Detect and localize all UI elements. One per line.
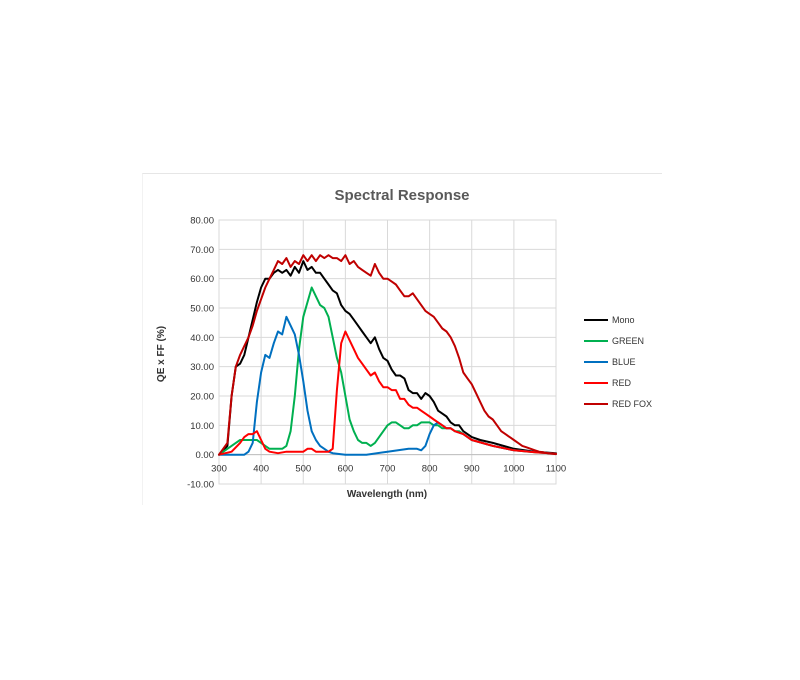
x-tick-label: 800 bbox=[422, 464, 438, 475]
x-tick-label: 600 bbox=[337, 464, 353, 475]
legend-label: Mono bbox=[612, 315, 635, 325]
x-tick-label: 1000 bbox=[503, 464, 524, 475]
series-line-green bbox=[218, 286, 557, 456]
chart-title: Spectral Response bbox=[334, 187, 469, 204]
y-tick-label: 20.00 bbox=[190, 392, 214, 403]
x-tick-label: 400 bbox=[253, 464, 269, 475]
y-axis-title: QE x FF (%) bbox=[156, 326, 167, 382]
y-tick-label: 30.00 bbox=[190, 362, 214, 373]
y-tick-label: 70.00 bbox=[190, 245, 214, 256]
series-line-red-fox bbox=[218, 254, 557, 456]
x-axis-title: Wavelength (nm) bbox=[347, 489, 427, 500]
series-line-red bbox=[218, 330, 557, 456]
y-tick-label: 10.00 bbox=[190, 421, 214, 432]
legend: Mono GREEN BLUE RED RED FOX bbox=[584, 315, 652, 409]
y-tick-label: 80.00 bbox=[190, 216, 214, 227]
y-tick-label: 50.00 bbox=[190, 304, 214, 315]
y-tick-label: -10.00 bbox=[187, 480, 214, 491]
spectral-response-chart: Spectral Response -10.00 0.00 10.00 20.00 30… bbox=[156, 187, 652, 500]
y-tick-label: 40.00 bbox=[190, 333, 214, 344]
x-tick-label: 500 bbox=[295, 464, 311, 475]
x-tick-label: 900 bbox=[464, 464, 480, 475]
y-tick-label: 0.00 bbox=[196, 450, 215, 461]
legend-label: GREEN bbox=[612, 336, 644, 346]
y-tick-label: 60.00 bbox=[190, 274, 214, 285]
series-lines bbox=[218, 254, 557, 456]
x-axis-ticks: 300 400 500 600 700 800 900 1000 1100 bbox=[211, 464, 566, 475]
x-tick-label: 300 bbox=[211, 464, 227, 475]
x-tick-label: 700 bbox=[380, 464, 396, 475]
x-tick-label: 1100 bbox=[546, 464, 566, 475]
legend-label: BLUE bbox=[612, 357, 636, 367]
series-line-mono bbox=[218, 260, 557, 456]
gridlines bbox=[218, 219, 557, 485]
y-axis-ticks: -10.00 0.00 10.00 20.00 30.00 40.00 50.00 60.00… bbox=[187, 216, 214, 491]
chart-container: Spectral Response -10.00 0.00 10.00 20.00 30… bbox=[142, 173, 662, 505]
legend-label: RED bbox=[612, 378, 632, 388]
legend-label: RED FOX bbox=[612, 399, 652, 409]
plot-area-border bbox=[218, 219, 557, 485]
